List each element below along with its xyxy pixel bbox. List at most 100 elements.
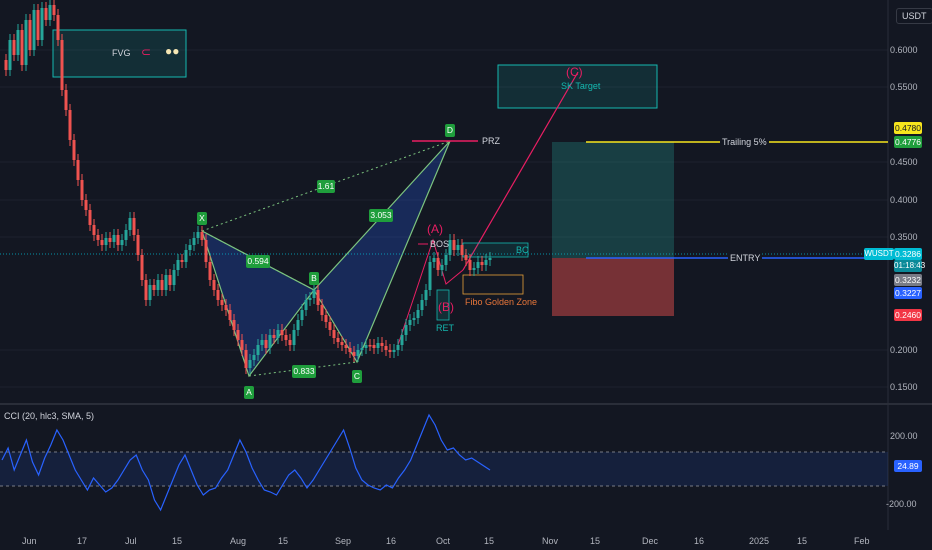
candle-body[interactable] (44, 8, 48, 20)
cci-title[interactable]: CCI (20, hlc3, SMA, 5) (4, 411, 95, 421)
candle-body[interactable] (404, 325, 408, 335)
candle-body[interactable] (220, 300, 224, 305)
candle-body[interactable] (256, 345, 260, 355)
candle-body[interactable] (60, 40, 64, 90)
candle-body[interactable] (28, 20, 32, 50)
candle-body[interactable] (352, 352, 356, 356)
candle-body[interactable] (96, 235, 100, 240)
candle-body[interactable] (176, 260, 180, 270)
candle-body[interactable] (320, 305, 324, 315)
candle-body[interactable] (472, 268, 476, 270)
trailing-high-tag[interactable]: 0.4780 (894, 122, 922, 134)
cci-value-tag[interactable]: 24.89 (894, 460, 922, 472)
candle-body[interactable] (384, 346, 388, 350)
candle-body[interactable] (328, 322, 332, 330)
candle-body[interactable] (324, 315, 328, 322)
candle-body[interactable] (68, 110, 72, 140)
profit-zone[interactable] (552, 142, 674, 258)
candle-body[interactable] (444, 255, 448, 265)
candle-body[interactable] (108, 238, 112, 242)
candle-body[interactable] (268, 335, 272, 348)
candle-body[interactable] (304, 300, 308, 310)
candle-body[interactable] (100, 240, 104, 245)
loss-zone[interactable] (552, 258, 674, 316)
ticker-tag[interactable]: WUSDT (864, 248, 894, 260)
candle-body[interactable] (408, 320, 412, 325)
candle-body[interactable] (400, 335, 404, 345)
candle-body[interactable] (440, 265, 444, 270)
candle-body[interactable] (360, 348, 364, 350)
candle-body[interactable] (276, 330, 280, 338)
candle-body[interactable] (32, 10, 36, 50)
candle-body[interactable] (308, 298, 312, 300)
candle-body[interactable] (224, 305, 228, 310)
candle-body[interactable] (168, 275, 172, 285)
candle-body[interactable] (368, 345, 372, 347)
candle-body[interactable] (84, 200, 88, 210)
trailing-tag[interactable]: 0.4776 (894, 136, 922, 148)
candle-body[interactable] (180, 260, 184, 262)
candle-body[interactable] (112, 235, 116, 242)
candle-body[interactable] (132, 218, 136, 235)
candle-body[interactable] (156, 280, 160, 290)
b-wave-box[interactable] (436, 289, 450, 321)
candle-body[interactable] (332, 330, 336, 338)
candle-body[interactable] (200, 232, 204, 240)
candle-body[interactable] (172, 270, 176, 285)
candle-body[interactable] (120, 240, 124, 245)
candle-body[interactable] (24, 20, 28, 65)
candle-body[interactable] (476, 262, 480, 268)
candle-body[interactable] (468, 260, 472, 270)
candle-body[interactable] (64, 90, 68, 110)
candle-body[interactable] (88, 210, 92, 225)
fibo-golden-zone[interactable] (462, 274, 524, 295)
candle-body[interactable] (124, 230, 128, 240)
candle-body[interactable] (336, 338, 340, 342)
candle-body[interactable] (92, 225, 96, 235)
candle-body[interactable] (136, 235, 140, 255)
entry-a-tag[interactable]: 0.3232 (894, 274, 922, 286)
candle-body[interactable] (244, 350, 248, 368)
candle-body[interactable] (412, 318, 416, 320)
candle-body[interactable] (204, 240, 208, 262)
entry-b-tag[interactable]: 0.3227 (894, 287, 922, 299)
candle-body[interactable] (372, 345, 376, 348)
candle-body[interactable] (424, 290, 428, 300)
candle-body[interactable] (284, 335, 288, 340)
candle-body[interactable] (464, 255, 468, 260)
candle-body[interactable] (484, 260, 488, 265)
candle-body[interactable] (52, 5, 56, 15)
candle-body[interactable] (164, 275, 168, 290)
candle-body[interactable] (432, 258, 436, 262)
candle-body[interactable] (76, 160, 80, 180)
candle-body[interactable] (448, 240, 452, 255)
candle-body[interactable] (116, 235, 120, 245)
candle-body[interactable] (72, 140, 76, 160)
candle-body[interactable] (48, 5, 52, 20)
candle-body[interactable] (152, 285, 156, 290)
candle-body[interactable] (460, 245, 464, 255)
cci-line[interactable] (1, 413, 491, 512)
candle-body[interactable] (388, 350, 392, 352)
candle-body[interactable] (428, 262, 432, 290)
candle-body[interactable] (232, 320, 236, 330)
candle-body[interactable] (392, 350, 396, 352)
candle-body[interactable] (380, 343, 384, 346)
candle-body[interactable] (356, 350, 360, 356)
candle-body[interactable] (364, 345, 368, 348)
candle-body[interactable] (216, 290, 220, 300)
candle-body[interactable] (292, 330, 296, 345)
candle-body[interactable] (80, 180, 84, 200)
candle-body[interactable] (376, 343, 380, 348)
candle-body[interactable] (196, 232, 200, 238)
candle-body[interactable] (140, 255, 144, 280)
candle-body[interactable] (40, 8, 44, 40)
stop-tag[interactable]: 0.2460 (894, 309, 922, 321)
candle-body[interactable] (8, 40, 12, 70)
candle-body[interactable] (20, 30, 24, 65)
candle-body[interactable] (340, 342, 344, 345)
candle-body[interactable] (272, 335, 276, 338)
candle-body[interactable] (160, 280, 164, 290)
candle-body[interactable] (228, 310, 232, 320)
